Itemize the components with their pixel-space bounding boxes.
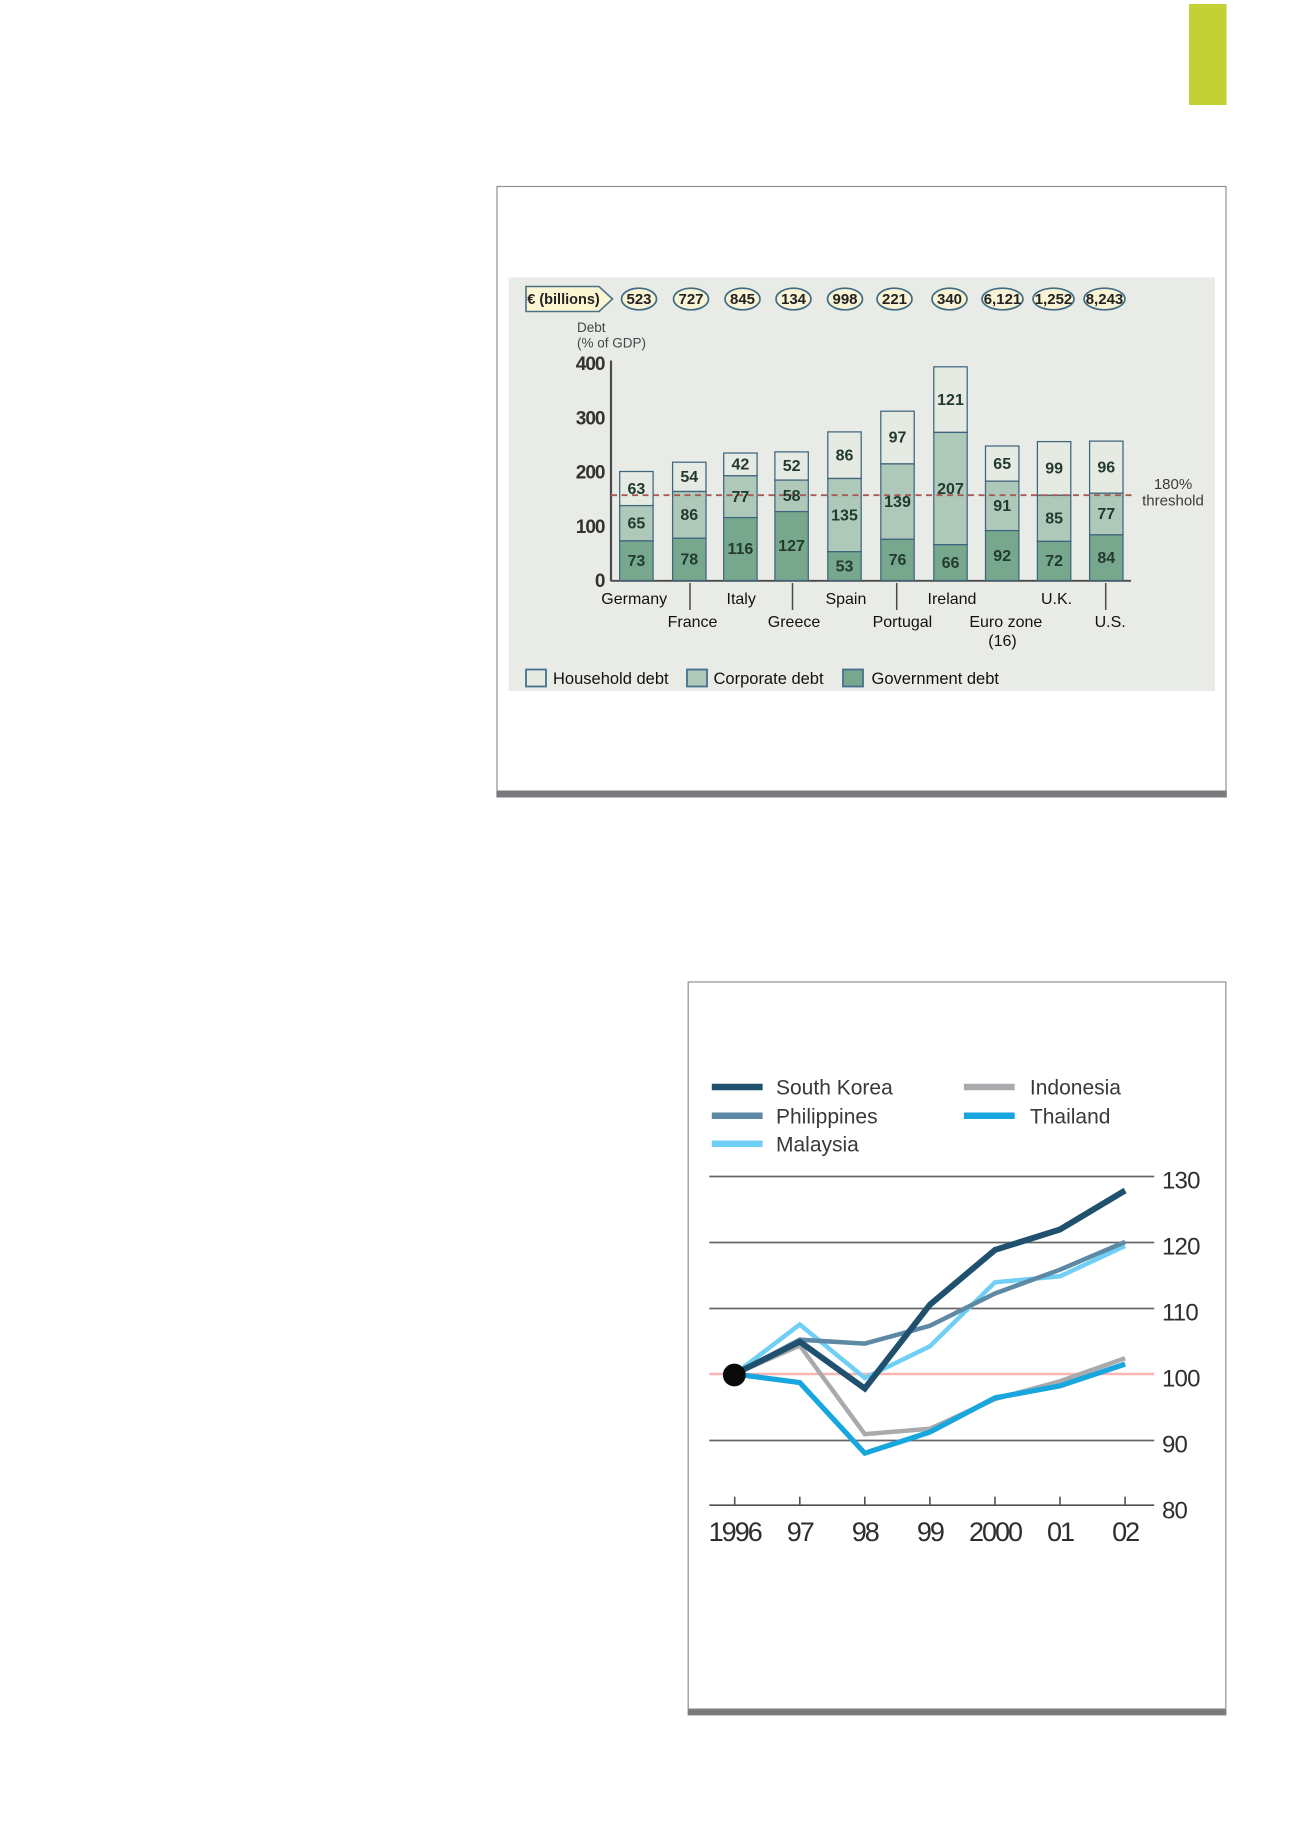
svg-text:2000: 2000: [969, 1517, 1022, 1547]
svg-text:130: 130: [1162, 1167, 1200, 1194]
svg-text:Italy: Italy: [727, 591, 756, 608]
svg-text:1996: 1996: [709, 1517, 762, 1547]
svg-text:97: 97: [889, 430, 907, 447]
svg-text:100: 100: [576, 517, 605, 538]
svg-text:France: France: [668, 614, 718, 631]
svg-text:523: 523: [626, 291, 651, 308]
svg-text:Spain: Spain: [825, 591, 866, 608]
svg-text:73: 73: [628, 553, 646, 570]
svg-text:65: 65: [628, 516, 646, 533]
svg-text:77: 77: [1097, 506, 1115, 523]
svg-text:(16): (16): [988, 633, 1016, 650]
svg-text:86: 86: [836, 447, 854, 464]
svg-text:U.K.: U.K.: [1041, 591, 1072, 608]
svg-text:85: 85: [1045, 511, 1063, 528]
svg-text:8,243: 8,243: [1086, 291, 1124, 308]
svg-text:6,121: 6,121: [984, 291, 1022, 308]
svg-text:threshold: threshold: [1142, 493, 1204, 510]
svg-text:139: 139: [884, 494, 911, 511]
svg-text:58: 58: [783, 488, 801, 505]
svg-text:72: 72: [1045, 553, 1063, 570]
svg-text:Corporate debt: Corporate debt: [714, 670, 824, 688]
svg-text:80: 80: [1162, 1497, 1188, 1524]
svg-text:134: 134: [781, 291, 807, 308]
svg-text:86: 86: [680, 507, 698, 524]
svg-text:Government debt: Government debt: [872, 670, 1000, 688]
svg-text:845: 845: [730, 291, 755, 308]
svg-text:97: 97: [787, 1517, 814, 1547]
svg-text:54: 54: [680, 469, 698, 486]
svg-text:Household debt: Household debt: [553, 670, 669, 688]
svg-text:52: 52: [783, 458, 801, 475]
svg-text:63: 63: [628, 481, 646, 498]
svg-text:Philippines: Philippines: [776, 1105, 878, 1128]
svg-text:0: 0: [595, 571, 605, 592]
svg-text:727: 727: [678, 291, 703, 308]
svg-text:Greece: Greece: [768, 614, 821, 631]
svg-text:91: 91: [993, 498, 1011, 515]
svg-text:127: 127: [778, 538, 805, 555]
svg-text:99: 99: [1045, 461, 1063, 478]
svg-text:Malaysia: Malaysia: [776, 1133, 859, 1156]
svg-text:121: 121: [937, 392, 964, 409]
svg-text:01: 01: [1047, 1517, 1074, 1547]
svg-text:100: 100: [1162, 1365, 1200, 1392]
svg-text:1,252: 1,252: [1035, 291, 1073, 308]
svg-text:180%: 180%: [1154, 476, 1192, 493]
svg-text:02: 02: [1112, 1517, 1139, 1547]
svg-text:300: 300: [576, 408, 605, 429]
svg-text:Germany: Germany: [601, 591, 667, 608]
svg-text:998: 998: [832, 291, 857, 308]
svg-text:116: 116: [727, 541, 753, 558]
svg-text:66: 66: [942, 555, 960, 572]
svg-text:90: 90: [1162, 1431, 1188, 1458]
svg-text:(% of GDP): (% of GDP): [577, 336, 646, 351]
svg-text:92: 92: [993, 548, 1011, 565]
svg-text:207: 207: [937, 481, 964, 498]
svg-text:Ireland: Ireland: [928, 591, 977, 608]
svg-text:200: 200: [576, 463, 605, 484]
svg-text:400: 400: [576, 354, 605, 375]
svg-text:42: 42: [732, 457, 750, 474]
svg-text:221: 221: [882, 291, 907, 308]
svg-text:Thailand: Thailand: [1030, 1105, 1111, 1128]
svg-text:84: 84: [1097, 550, 1115, 567]
svg-text:Indonesia: Indonesia: [1030, 1077, 1121, 1100]
svg-text:96: 96: [1097, 459, 1115, 476]
svg-text:340: 340: [937, 291, 962, 308]
svg-text:99: 99: [917, 1517, 944, 1547]
svg-text:135: 135: [831, 507, 858, 524]
svg-text:76: 76: [889, 552, 907, 569]
svg-text:53: 53: [836, 558, 854, 575]
svg-text:Euro zone: Euro zone: [969, 614, 1042, 631]
svg-text:€ (billions): € (billions): [527, 292, 600, 308]
svg-text:U.S.: U.S.: [1095, 614, 1126, 631]
svg-text:78: 78: [680, 552, 698, 569]
svg-text:77: 77: [732, 489, 750, 506]
svg-text:120: 120: [1162, 1233, 1200, 1260]
svg-text:Portugal: Portugal: [873, 614, 933, 631]
svg-text:South Korea: South Korea: [776, 1077, 893, 1100]
svg-text:65: 65: [993, 456, 1011, 473]
svg-text:110: 110: [1162, 1299, 1198, 1326]
svg-text:98: 98: [852, 1517, 879, 1547]
svg-text:Debt: Debt: [577, 320, 606, 335]
